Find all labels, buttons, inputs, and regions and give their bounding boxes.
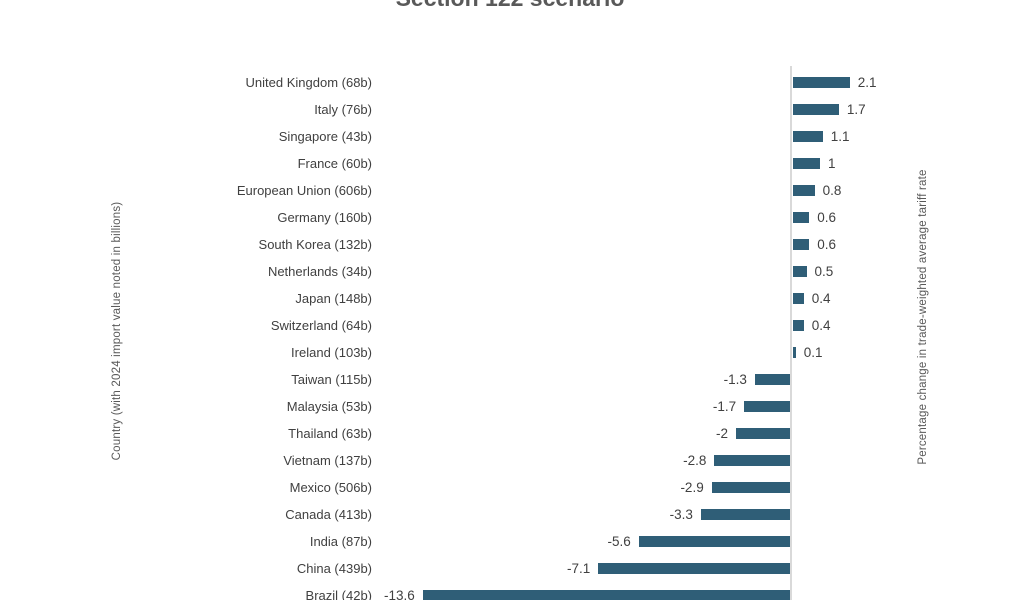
bar xyxy=(598,563,790,575)
bar xyxy=(793,319,804,331)
bar xyxy=(711,482,790,494)
bar xyxy=(736,428,790,440)
bar xyxy=(700,509,790,521)
value-label: -13.6 xyxy=(384,588,415,600)
value-label: 0.6 xyxy=(817,236,836,252)
category-label: Brazil (42b) xyxy=(305,588,372,600)
category-label: Thailand (63b) xyxy=(288,426,372,442)
category-label: Canada (413b) xyxy=(285,507,372,523)
category-label: Singapore (43b) xyxy=(278,128,372,144)
bar xyxy=(422,590,790,600)
zero-axis-line xyxy=(790,66,792,600)
value-label: -2 xyxy=(715,426,728,442)
value-label: -2.8 xyxy=(683,453,707,469)
value-label: -1.7 xyxy=(712,399,737,415)
bar xyxy=(638,536,790,548)
bar xyxy=(793,76,850,88)
value-axis-title: Percentage change in trade-weighted aver… xyxy=(917,169,929,465)
bar xyxy=(793,292,804,304)
value-label: 1.7 xyxy=(846,101,866,117)
bar xyxy=(793,347,796,358)
value-label: 0.8 xyxy=(822,182,842,198)
chart-title: Section 122 scenario xyxy=(0,0,1020,10)
category-label: Switzerland (64b) xyxy=(270,317,372,333)
category-label: India (87b) xyxy=(309,534,372,550)
value-label: 0.4 xyxy=(811,317,831,333)
value-label: -1.3 xyxy=(723,372,747,388)
category-label: Netherlands (34b) xyxy=(267,263,372,279)
value-label: 0.4 xyxy=(811,290,831,306)
category-label: Germany (160b) xyxy=(277,209,372,225)
category-label: France (60b) xyxy=(297,155,372,171)
category-label: Japan (148b) xyxy=(295,290,372,306)
category-label: Vietnam (137b) xyxy=(283,453,372,469)
value-label: 1.1 xyxy=(830,128,850,144)
category-label: Mexico (506b) xyxy=(289,480,372,496)
value-label: 2.1 xyxy=(857,74,877,90)
bar xyxy=(793,211,810,223)
category-label: European Union (606b) xyxy=(236,182,372,198)
value-label: 1 xyxy=(828,155,836,171)
category-label: Italy (76b) xyxy=(314,101,372,117)
value-label: -2.9 xyxy=(680,480,704,496)
value-label: 0.1 xyxy=(803,345,823,360)
category-label: Taiwan (115b) xyxy=(291,372,372,388)
bar xyxy=(793,103,839,115)
value-label: -3.3 xyxy=(669,507,693,523)
category-label: China (439b) xyxy=(296,561,372,577)
value-label: -5.6 xyxy=(607,534,631,550)
bar xyxy=(793,157,820,169)
value-label: 0.5 xyxy=(814,263,834,279)
bar xyxy=(754,374,790,386)
value-label: -7.1 xyxy=(567,561,591,577)
bar xyxy=(793,265,807,277)
bar xyxy=(793,238,810,250)
category-label: Malaysia (53b) xyxy=(286,399,372,415)
bar xyxy=(793,184,815,196)
category-label: South Korea (132b) xyxy=(258,236,372,252)
bar xyxy=(744,401,790,413)
bar xyxy=(793,130,823,142)
category-label: United Kingdom (68b) xyxy=(245,74,372,90)
bar xyxy=(714,455,790,467)
category-label: Ireland (103b) xyxy=(291,345,372,360)
value-label: 0.6 xyxy=(817,209,836,225)
